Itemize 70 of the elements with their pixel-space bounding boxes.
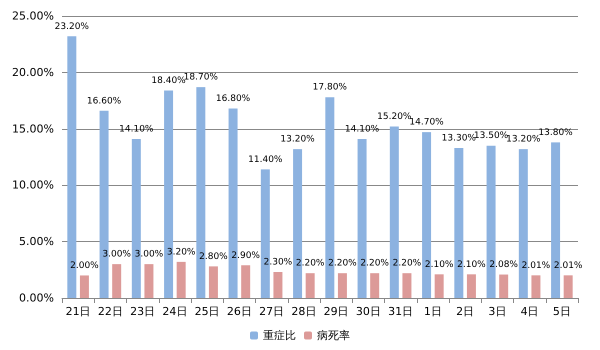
data-label: 2.20%: [360, 258, 390, 269]
bar: [306, 273, 315, 298]
legend-label: 病死率: [317, 329, 350, 342]
data-label: 2.20%: [392, 258, 422, 269]
y-tick-label: 20.00%: [12, 66, 54, 79]
bar: [144, 264, 154, 298]
x-tick-label: 1日: [424, 305, 442, 318]
bar: [208, 266, 218, 298]
data-label: 11.40%: [248, 154, 283, 165]
x-tick-label: 31日: [388, 305, 414, 318]
x-tick-label: 26日: [226, 305, 252, 318]
x-tick-label: 3日: [488, 305, 506, 318]
bar: [273, 272, 282, 298]
y-tick-label: 5.00%: [19, 235, 54, 248]
data-label: 2.80%: [199, 252, 228, 262]
bar: [434, 274, 444, 298]
data-label: 14.10%: [119, 124, 154, 134]
bar: [80, 275, 89, 298]
data-label: 16.80%: [216, 94, 251, 104]
bar: [564, 275, 573, 298]
data-label: 15.20%: [377, 112, 412, 122]
x-tick-label: 27日: [259, 305, 284, 318]
x-tick-label: 21日: [66, 305, 91, 318]
data-label: 13.30%: [442, 133, 476, 144]
bar: [402, 273, 412, 298]
y-tick-label: 25.00%: [12, 10, 54, 22]
data-label: 2.10%: [424, 260, 454, 270]
data-label: 2.10%: [457, 260, 486, 270]
bar: [466, 274, 476, 298]
data-label: 13.20%: [506, 134, 541, 145]
data-label: 2.08%: [489, 260, 518, 270]
x-tick-label: 28日: [291, 305, 316, 318]
x-tick-label: 22日: [98, 305, 123, 318]
x-tick-label: 24日: [162, 305, 188, 318]
x-tick-label: 5日: [552, 305, 571, 318]
bar: [338, 273, 347, 298]
data-label: 13.80%: [538, 128, 574, 138]
data-label: 3.20%: [166, 247, 196, 258]
data-label: 3.00%: [102, 250, 132, 260]
x-tick-label: 2日: [456, 305, 474, 318]
data-label: 3.00%: [134, 250, 164, 260]
bar: [370, 273, 380, 298]
data-label: 14.10%: [344, 124, 380, 134]
x-tick-label: 4日: [520, 305, 539, 318]
data-label: 2.01%: [554, 260, 583, 271]
data-label: 2.20%: [296, 258, 325, 269]
data-label: 16.60%: [86, 96, 122, 106]
data-label: 2.01%: [522, 260, 551, 271]
x-tick-label: 23日: [130, 305, 156, 318]
y-tick-label: 10.00%: [12, 178, 54, 192]
x-tick-label: 30日: [356, 305, 381, 318]
bar: [176, 262, 186, 298]
bar: [499, 274, 508, 298]
data-label: 2.20%: [328, 258, 358, 269]
data-label: 2.00%: [70, 260, 100, 271]
data-label: 13.20%: [280, 134, 316, 145]
data-label: 2.90%: [231, 250, 260, 261]
y-tick-label: 0.00%: [19, 292, 54, 304]
x-tick-label: 29日: [324, 305, 349, 318]
data-label: 18.40%: [151, 76, 186, 86]
bar: [241, 265, 250, 298]
data-label: 14.70%: [409, 118, 444, 128]
y-tick-label: 15.00%: [12, 122, 54, 136]
data-label: 17.80%: [312, 82, 348, 93]
bar: [112, 264, 122, 298]
x-tick-label: 25日: [194, 305, 220, 318]
legend-label: 重症比: [263, 329, 296, 342]
data-label: 2.30%: [264, 258, 293, 268]
bar: [531, 275, 540, 298]
data-label: 23.20%: [54, 22, 90, 32]
